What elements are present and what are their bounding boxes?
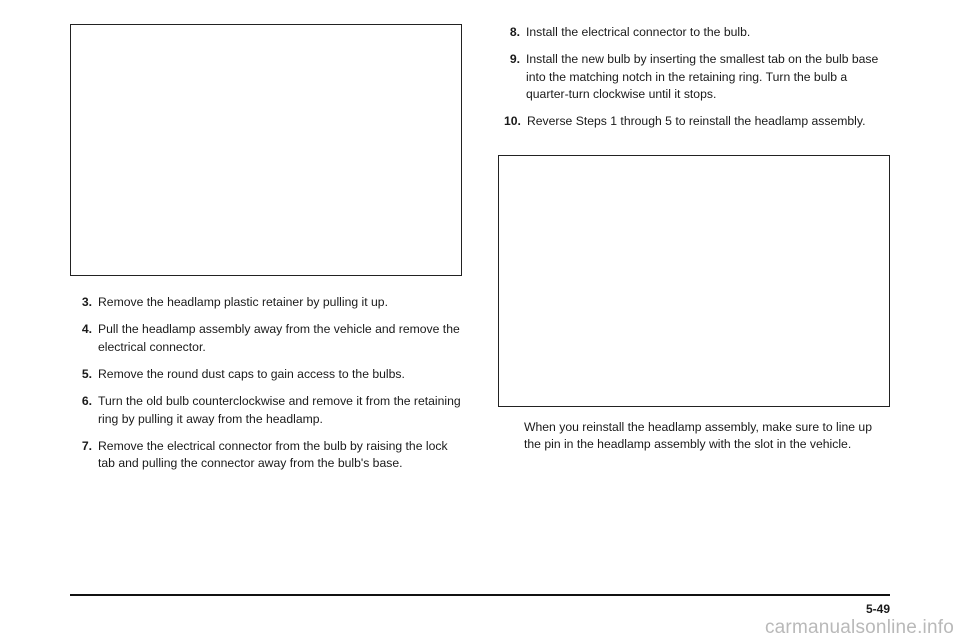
step-item: 6. Turn the old bulb counterclockwise an…	[70, 393, 462, 428]
step-item: 7. Remove the electrical connector from …	[70, 438, 462, 473]
figure-placeholder-left	[70, 24, 462, 276]
step-item: 5. Remove the round dust caps to gain ac…	[70, 366, 462, 383]
right-column: 8. Install the electrical connector to t…	[498, 24, 890, 560]
step-text: Turn the old bulb counterclockwise and r…	[98, 393, 462, 428]
figure-placeholder-right	[498, 155, 890, 407]
step-number: 6.	[76, 393, 98, 428]
step-item: 3. Remove the headlamp plastic retainer …	[70, 294, 462, 311]
left-column: 3. Remove the headlamp plastic retainer …	[70, 24, 462, 560]
step-text: Install the new bulb by inserting the sm…	[526, 51, 890, 103]
step-text: Pull the headlamp assembly away from the…	[98, 321, 462, 356]
step-number: 4.	[76, 321, 98, 356]
step-number: 8.	[504, 24, 526, 41]
page-number: 5-49	[866, 602, 890, 616]
figure-caption: When you reinstall the headlamp assembly…	[498, 419, 890, 454]
step-text: Install the electrical connector to the …	[526, 24, 890, 41]
step-text: Remove the electrical connector from the…	[98, 438, 462, 473]
steps-left: 3. Remove the headlamp plastic retainer …	[70, 294, 462, 483]
step-text: Reverse Steps 1 through 5 to reinstall t…	[527, 113, 890, 130]
step-number: 10.	[504, 113, 527, 130]
step-text: Remove the round dust caps to gain acces…	[98, 366, 462, 383]
step-item: 10. Reverse Steps 1 through 5 to reinsta…	[498, 113, 890, 130]
steps-right: 8. Install the electrical connector to t…	[498, 24, 890, 141]
step-item: 4. Pull the headlamp assembly away from …	[70, 321, 462, 356]
step-text: Remove the headlamp plastic retainer by …	[98, 294, 462, 311]
watermark-text: carmanualsonline.info	[759, 615, 960, 640]
step-number: 5.	[76, 366, 98, 383]
footer-rule	[70, 594, 890, 596]
step-item: 8. Install the electrical connector to t…	[498, 24, 890, 41]
step-number: 9.	[504, 51, 526, 103]
step-number: 3.	[76, 294, 98, 311]
step-number: 7.	[76, 438, 98, 473]
page-content: 3. Remove the headlamp plastic retainer …	[0, 0, 960, 560]
step-item: 9. Install the new bulb by inserting the…	[498, 51, 890, 103]
